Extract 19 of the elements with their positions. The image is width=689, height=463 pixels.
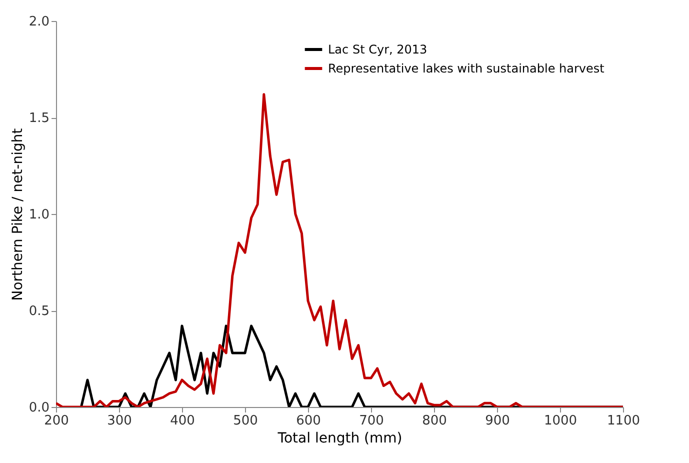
x-tick-label: 600 bbox=[296, 414, 321, 428]
y-tick-label: 0.0 bbox=[28, 400, 50, 416]
x-tick-label: 1100 bbox=[606, 414, 640, 428]
y-tick-label: 2.0 bbox=[28, 14, 50, 30]
legend-label: Lac St Cyr, 2013 bbox=[328, 42, 428, 56]
x-tick-label: 200 bbox=[44, 414, 69, 428]
x-axis-title: Total length (mm) bbox=[276, 430, 402, 446]
y-tick-label: 1.5 bbox=[28, 111, 50, 126]
x-tick-label: 1000 bbox=[544, 414, 578, 428]
y-tick-label: 1.0 bbox=[28, 208, 50, 222]
legend-label: Representative lakes with sustainable harvest bbox=[328, 62, 605, 76]
x-tick-label: 800 bbox=[422, 414, 447, 428]
y-axis-title: Northern Pike / net-night bbox=[10, 128, 26, 301]
x-tick-label: 900 bbox=[485, 414, 510, 428]
x-tick-label: 300 bbox=[107, 414, 132, 428]
x-tick-label: 500 bbox=[233, 414, 258, 428]
x-tick-label: 700 bbox=[359, 414, 384, 428]
x-tick-label: 400 bbox=[170, 414, 195, 428]
y-tick-label: 0.5 bbox=[28, 304, 50, 319]
